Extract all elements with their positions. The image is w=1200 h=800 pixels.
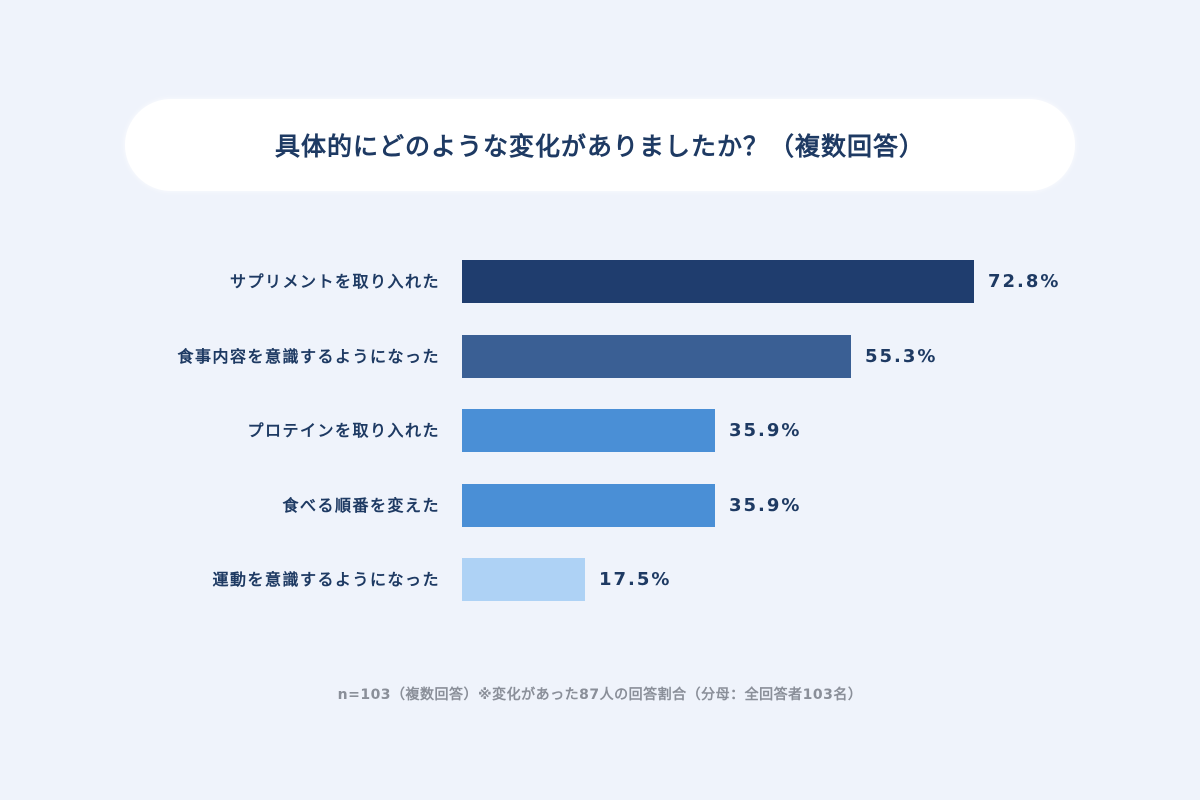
bar-row: プロテインを取り入れた 35.9% xyxy=(0,409,1200,452)
bar-value-label: 72.8% xyxy=(988,271,1061,292)
bar-value-label: 55.3% xyxy=(865,346,938,367)
bar-row: サプリメントを取り入れた 72.8% xyxy=(0,260,1200,303)
footnote: n=103（複数回答）※変化があった87人の回答割合（分母：全回答者103名） xyxy=(337,687,863,703)
bar xyxy=(462,484,715,527)
bar-label: 食事内容を意識するようになった xyxy=(177,347,440,366)
bar-row: 運動を意識するようになった 17.5% xyxy=(0,558,1200,601)
bar-label: 食べる順番を変えた xyxy=(282,496,440,515)
chart-title: 具体的にどのような変化がありましたか？（複数回答） xyxy=(274,132,925,161)
bar-value-label: 17.5% xyxy=(599,569,672,590)
bar xyxy=(462,335,851,378)
bar-row: 食べる順番を変えた 35.9% xyxy=(0,484,1200,527)
bar-label: プロテインを取り入れた xyxy=(247,421,440,440)
bar-label: 運動を意識するようになった xyxy=(212,570,440,589)
chart-title-pill: 具体的にどのような変化がありましたか？（複数回答） xyxy=(125,99,1075,191)
bar xyxy=(462,409,715,452)
bar xyxy=(462,558,585,601)
bar xyxy=(462,260,974,303)
bar-label: サプリメントを取り入れた xyxy=(229,272,440,291)
bar-row: 食事内容を意識するようになった 55.3% xyxy=(0,335,1200,378)
bar-value-label: 35.9% xyxy=(729,495,802,516)
bar-value-label: 35.9% xyxy=(729,420,802,441)
